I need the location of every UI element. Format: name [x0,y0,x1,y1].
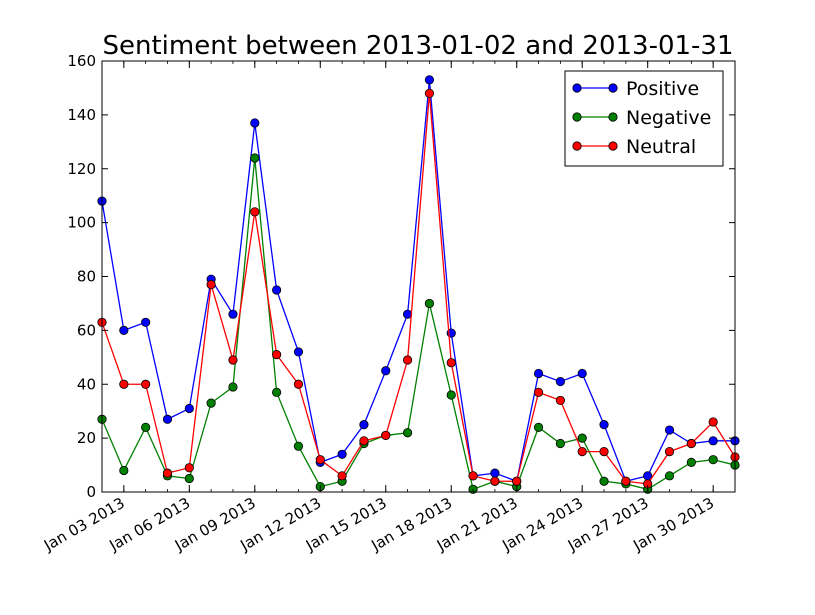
legend-marker [572,141,582,151]
series-line-negative [101,157,736,491]
data-point-negative [555,438,565,449]
data-point-positive [228,309,238,319]
data-point-negative [599,476,609,486]
data-point-neutral [577,446,587,457]
data-point-neutral [490,476,500,486]
data-point-negative [686,457,696,467]
data-point-positive [424,75,435,85]
data-point-neutral [141,379,151,389]
data-point-neutral [162,468,173,478]
data-point-neutral [468,471,478,481]
y-tick-label: 40 [77,375,96,393]
data-point-neutral [184,463,194,473]
legend-box [564,70,724,167]
data-point-neutral [315,455,325,465]
data-point-neutral [250,207,260,217]
data-point-negative [533,422,544,432]
data-point-positive [381,366,391,376]
data-point-negative [206,398,216,408]
series-neutral [97,88,740,489]
legend-marker [608,83,618,93]
data-point-negative [272,387,282,397]
data-point-positive [272,285,282,295]
data-point-neutral [599,446,609,457]
data-point-negative [402,428,413,438]
data-point-negative [577,433,587,443]
data-point-positive [664,425,675,435]
y-tick-label: 0 [86,483,96,501]
data-point-neutral [206,279,216,290]
legend-marker [608,141,618,151]
data-point-positive [599,420,609,430]
data-point-negative [250,153,260,163]
series-negative [97,153,740,494]
data-point-positive [162,414,173,424]
legend-label-negative: Negative [626,107,711,129]
y-tick-label: 80 [77,268,96,286]
y-tick-label: 140 [67,106,96,124]
data-point-neutral [381,430,391,441]
data-point-positive [293,347,304,357]
data-point-neutral [555,395,565,406]
legend-entry-neutral: Neutral [572,136,696,158]
data-point-neutral [708,417,718,427]
y-axis: 0 20 40 60 80 100 120 140 160 [67,52,735,501]
data-point-neutral [621,476,631,486]
y-tick-label: 60 [77,321,96,339]
data-point-positive [490,468,500,478]
data-point-negative [184,473,194,484]
y-tick-label: 160 [67,52,96,70]
data-point-neutral [686,438,696,449]
data-point-neutral [512,476,522,486]
legend: Positive Negative Neutral [564,70,724,167]
legend-entry-negative: Negative [572,107,711,129]
data-point-neutral [119,379,129,389]
data-point-negative [424,298,435,309]
data-point-negative [119,465,129,476]
y-tick-label: 100 [67,214,96,232]
data-point-positive [119,325,129,335]
data-point-negative [664,471,675,481]
data-point-positive [359,420,369,430]
legend-marker [608,112,618,122]
chart-title: Sentiment between 2013-01-02 and 2013-01… [103,31,734,61]
data-point-negative [141,422,151,432]
data-point-neutral [337,471,347,481]
legend-label-neutral: Neutral [626,136,696,158]
data-point-positive [184,403,194,414]
legend-entry-positive: Positive [572,78,699,100]
y-tick-label: 20 [77,429,96,447]
data-point-negative [228,382,238,392]
data-point-negative [446,390,456,400]
y-tick-label: 120 [67,160,96,178]
data-point-neutral [424,88,435,98]
data-point-neutral [228,355,238,365]
data-point-neutral [402,355,413,365]
data-point-positive [337,449,347,459]
data-point-neutral [293,379,304,389]
data-point-positive [555,376,565,387]
data-point-neutral [533,387,544,397]
legend-label-positive: Positive [626,78,699,100]
legend-marker [572,112,582,122]
data-point-neutral [359,436,369,446]
legend-marker [572,83,582,93]
data-point-positive [708,436,718,446]
data-point-positive [533,368,544,379]
data-point-neutral [272,350,282,360]
data-point-positive [141,317,151,327]
data-point-neutral [664,446,675,457]
data-point-negative [708,455,718,465]
data-point-negative [293,441,304,451]
data-point-positive [577,368,587,379]
data-point-neutral [446,358,456,368]
data-point-positive [250,118,260,128]
